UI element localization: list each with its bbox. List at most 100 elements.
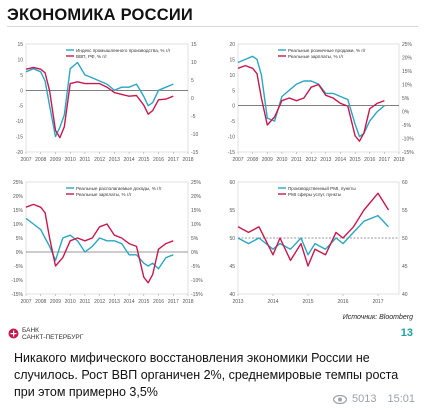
x-tick-label: 2007 [232, 157, 243, 163]
series-line-2 [237, 64, 385, 142]
y-tick-left: 5% [16, 236, 24, 242]
chart-pmi: 40 45 50 55 60 40 45 50 55 60 2013 2014 2015 2016 2017… [229, 180, 408, 305]
y-tick-left: -10% [11, 278, 23, 284]
x-tick-label: 2015 [350, 157, 361, 163]
x-tick-label: 2017 [168, 157, 179, 163]
y-tick-left: -15% [11, 292, 23, 298]
y-tick-right: 20% [402, 56, 413, 62]
x-tick-label: 2010 [276, 157, 287, 163]
y-tick-right: -15 [191, 150, 198, 156]
x-tick-label: 2017 [379, 157, 390, 163]
x-tick-label: 2012 [306, 157, 317, 163]
bank-logo-icon [8, 328, 19, 339]
y-tick-left: 15 [17, 42, 23, 48]
x-tick-label: 2017 [372, 299, 383, 305]
x-tick-label: 2013 [109, 157, 120, 163]
legend-label: Реальные розничные продажи, % г/г [288, 48, 366, 53]
x-tick-label: 2009 [50, 299, 61, 305]
y-tick-left: 5 [232, 88, 235, 94]
y-tick-left: 55 [229, 208, 235, 214]
x-tick-label: 2018 [393, 157, 404, 163]
y-tick-right: 5% [402, 96, 410, 102]
y-tick-right: 55 [402, 208, 408, 214]
y-tick-left: -5% [14, 264, 23, 270]
y-tick-left: -15 [16, 135, 23, 141]
series-line-2 [25, 66, 174, 139]
x-tick-label: 2016 [337, 299, 348, 305]
y-tick-left: 0 [232, 104, 235, 110]
x-tick-label: 2013 [320, 157, 331, 163]
x-tick-label: 2008 [35, 157, 46, 163]
series-line-1 [25, 61, 174, 138]
y-tick-right: -10% [191, 278, 203, 284]
legend-label: Реальные зарплаты, % г/г [76, 192, 132, 197]
y-tick-left: -5 [231, 119, 236, 125]
y-tick-right: 45 [402, 264, 408, 270]
y-tick-right: 60 [402, 180, 408, 186]
x-tick-label: 2008 [247, 157, 258, 163]
y-tick-right: -10% [402, 137, 414, 143]
y-tick-left: 15 [229, 57, 235, 63]
x-tick-label: 2012 [94, 157, 105, 163]
y-tick-left: 50 [229, 236, 235, 242]
legend-label: ВВП, РФ, % г/г [76, 54, 107, 59]
post-meta: 5013 15:01 [332, 393, 415, 405]
plot-frame [237, 43, 400, 153]
page-title: ЭКОНОМИКА РОССИИ [7, 6, 193, 24]
x-tick-label: 2016 [364, 157, 375, 163]
y-tick-right: 10% [191, 222, 202, 228]
y-tick-left: 10 [229, 73, 235, 79]
y-tick-right: 5 [191, 78, 194, 84]
x-tick-label: 2009 [50, 157, 61, 163]
y-tick-left: 0% [16, 250, 24, 256]
x-tick-label: 2009 [262, 157, 273, 163]
plot-frame [25, 181, 189, 295]
y-tick-left: 20% [13, 194, 24, 200]
y-tick-right: -15% [402, 150, 414, 156]
y-tick-left: -10 [228, 135, 235, 141]
y-tick-left: -15 [228, 150, 235, 156]
x-tick-label: 2018 [182, 157, 193, 163]
x-tick-label: 2007 [20, 299, 31, 305]
y-tick-right: 10% [402, 83, 413, 89]
x-tick-label: 2010 [65, 157, 76, 163]
series-line-1 [237, 55, 385, 138]
series-line-2 [237, 192, 390, 267]
source-note: Источник: Bloomberg [342, 314, 413, 321]
y-tick-right: 40 [402, 292, 408, 298]
x-tick-label: 2015 [138, 157, 149, 163]
legend-label: PMI сферы услуг, пункты [288, 192, 341, 197]
plot-frame [25, 43, 189, 153]
x-tick-label: 2010 [65, 299, 76, 305]
x-tick-label: 2013 [232, 299, 243, 305]
x-tick-label: 2013 [109, 299, 120, 305]
y-tick-right: -10 [191, 132, 198, 138]
chart-income-wages: -15% -10% -5% 0% 5% 10% 15% 20% 25% -15% -10% -5% 0%… [11, 180, 203, 305]
series-line-1 [25, 217, 174, 270]
x-tick-label: 2016 [153, 299, 164, 305]
y-tick-left: 10 [17, 57, 23, 63]
y-tick-right: 20% [191, 194, 202, 200]
y-tick-left: 20 [229, 42, 235, 48]
y-tick-right: -15% [191, 292, 203, 298]
chart-industrial-gdp: -20 -15 -10 -5 0 5 10 15 -15 -10 -5 0 5 10 15 2007 2008 2… [16, 42, 199, 163]
y-tick-right: 15% [402, 69, 413, 75]
y-tick-right: 0% [191, 250, 199, 256]
series-line-1 [237, 214, 390, 256]
legend-label: Реальные располагаемые доходы, % г/г [76, 186, 162, 191]
y-tick-left: 0 [20, 88, 23, 94]
y-tick-right: 25% [402, 42, 413, 48]
y-tick-right: 25% [191, 180, 202, 186]
y-tick-right: 0% [402, 110, 410, 116]
y-tick-left: 15% [13, 208, 24, 214]
post-time: 15:01 [387, 393, 415, 405]
y-tick-left: -20 [16, 150, 23, 156]
y-tick-left: -5 [19, 104, 24, 110]
bank-name-line1: БАНК [22, 327, 39, 334]
legend-label: Индекс промышленного производства, % г/г [76, 48, 171, 53]
title-divider [7, 26, 418, 27]
legend-label: Производственный PMI, пункты [288, 185, 356, 191]
x-tick-label: 2014 [124, 157, 135, 163]
x-tick-label: 2015 [302, 299, 313, 305]
y-tick-left: 25% [13, 180, 24, 186]
